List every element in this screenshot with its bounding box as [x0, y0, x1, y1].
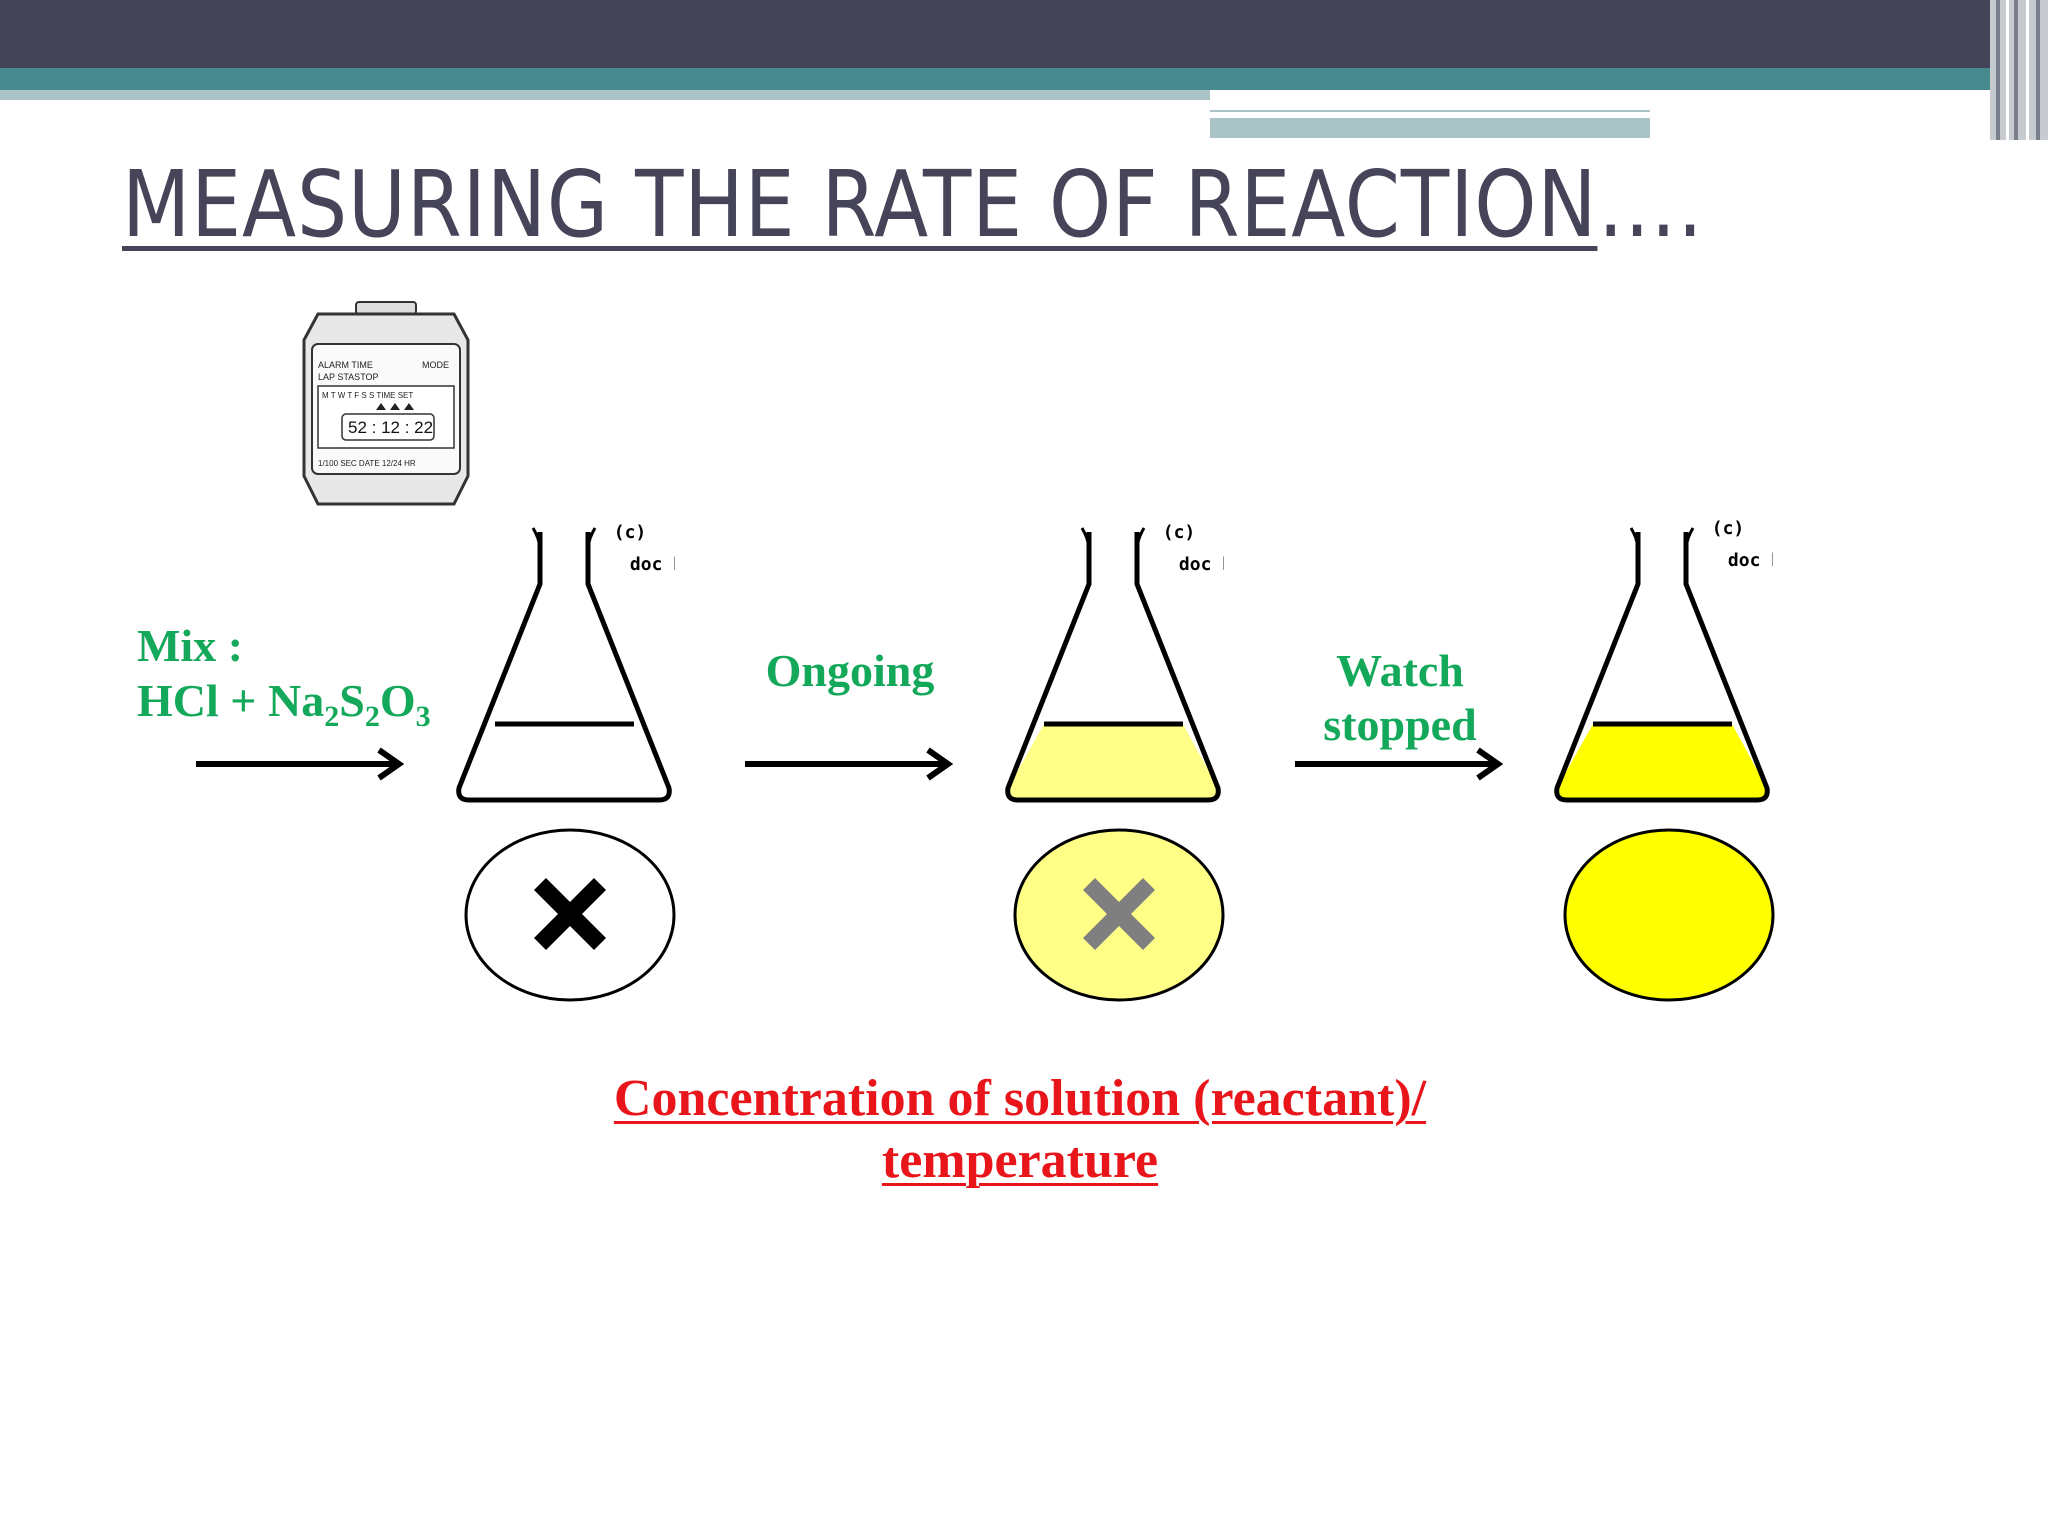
caption: Concentration of solution (reactant)/ te… [400, 1068, 1640, 1192]
flask-copyright: (c) [614, 522, 647, 543]
label-ongoing: Ongoing [765, 645, 935, 696]
cross-icon [533, 877, 607, 951]
arrow-right-icon [745, 747, 954, 781]
stopwatch-row3: M T W T F S S TIME SET [322, 391, 413, 400]
mix-heading: Mix : [137, 620, 244, 671]
conical-flask-icon: (c) doc b [456, 522, 675, 803]
oxygen-symbol: O [379, 675, 416, 726]
cross-icon [1082, 877, 1156, 951]
view-from-above-circle [1013, 828, 1225, 1002]
caption-line1: Concentration of solution (reactant)/ [613, 1070, 1427, 1127]
flask-credit: doc b [1179, 554, 1224, 575]
view-from-above-circle [1563, 828, 1775, 1002]
subscript-s: 2 [364, 700, 380, 733]
label-watch-line2: stopped [1323, 699, 1477, 750]
label-watch-stopped: Watch stopped [1290, 644, 1510, 752]
conical-flask-icon: (c) doc b [1005, 522, 1224, 803]
conical-flask-icon: (c) doc b [1554, 518, 1773, 803]
title-ellipsis: …. [1597, 151, 1704, 258]
arrow-right-icon [196, 747, 405, 781]
sulfur-symbol: S [339, 675, 365, 726]
stopwatch-row4: 1/100 SEC DATE 12/24 HR [318, 459, 416, 468]
stopwatch-row2: LAP STASTOP [318, 372, 379, 382]
header-band [0, 0, 2048, 140]
slide-title: MEASURING THE RATE OF REACTION…. [122, 150, 1703, 260]
flask-credit: doc b [1728, 550, 1773, 571]
flask-credit: doc b [630, 554, 675, 575]
title-underlined-text: MEASURING THE RATE OF REACTION [122, 151, 1598, 258]
subscript-o: 3 [415, 700, 431, 733]
flask-copyright: (c) [1163, 522, 1196, 543]
label-watch-line1: Watch [1336, 645, 1464, 696]
stopwatch-display: 52 : 12 : 22 [348, 418, 433, 437]
reaction-equation: HCl + Na2S2O3 [137, 673, 431, 732]
mix-label: Mix : HCl + Na2S2O3 [137, 618, 431, 732]
stopwatch-row1-left: ALARM TIME [318, 360, 373, 370]
reaction-lhs: HCl + Na [137, 675, 325, 726]
view-from-above-circle [464, 828, 676, 1002]
caption-line2: temperature [881, 1132, 1159, 1189]
arrow-right-icon [1295, 747, 1504, 781]
subscript-na: 2 [324, 700, 340, 733]
stopwatch-icon: ALARM TIME MODE LAP STASTOP M T W T F S … [302, 301, 470, 506]
flask-copyright: (c) [1712, 518, 1745, 539]
stopwatch-row1-right: MODE [422, 360, 449, 370]
